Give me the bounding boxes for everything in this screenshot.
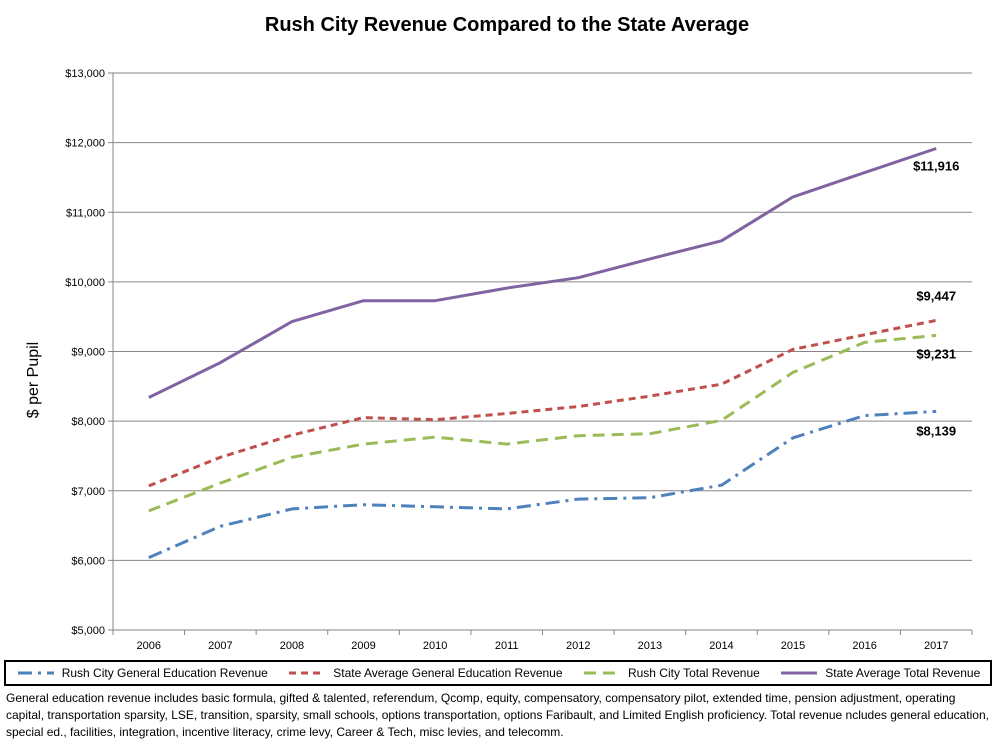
legend-swatch [17,671,54,675]
data-labels: $11,916 $9,447 $9,231 $8,139 [913,158,959,438]
series-lines [148,147,937,559]
y-tick-label: $7,000 [71,486,105,498]
series-line-2 [148,318,937,488]
series-line-3 [148,333,937,513]
legend-item-1: Rush City General Education Revenue [16,666,268,680]
x-tick-label: 2012 [566,640,590,652]
y-tick-label: $10,000 [65,277,105,289]
chart-area: Rush City Revenue Compared to the State … [25,14,973,652]
y-tick-label: $8,000 [71,416,105,428]
legend-item-3: Rush City Total Revenue [582,666,760,680]
y-tick-label: $6,000 [71,555,105,567]
x-tick-label: 2015 [781,640,805,652]
series-line-4 [148,147,937,399]
y-axis-label: $ per Pupil [25,342,42,419]
legend-label: State Average Total Revenue [825,666,981,680]
y-tick-label: $12,000 [65,138,105,150]
y-tick-label: $13,000 [65,68,105,80]
line-chart: Rush City Revenue Compared to the State … [25,14,973,652]
data-label: $9,447 [916,288,956,303]
y-tick-label: $9,000 [71,347,105,359]
axes: $5,000 $6,000 $7,000 $8,000 $9,000 $10,000 $11… [65,68,973,652]
legend-item-2: State Average General Education Revenue [287,666,563,680]
legend-item-4: State Average Total Revenue [779,666,980,680]
series-line-1 [148,409,937,559]
x-tick-label: 2016 [852,640,876,652]
legend-label: Rush City Total Revenue [627,666,760,680]
legend-swatch [289,671,326,675]
legend-swatch [583,671,620,675]
legend-label: State Average General Education Revenue [333,666,563,680]
chart-title: Rush City Revenue Compared to the State … [265,14,749,36]
x-tick-label: 2009 [351,640,375,652]
x-tick-label: 2014 [709,640,733,652]
x-tick-label: 2007 [208,640,232,652]
x-tick-label: 2006 [137,640,161,652]
legend-swatch [781,671,818,675]
legend: Rush City General Education Revenue State… [4,660,992,686]
data-label: $11,916 [913,158,959,173]
data-label: $9,231 [916,346,956,361]
x-tick-label: 2017 [924,640,948,652]
x-tick-label: 2010 [423,640,447,652]
x-tick-label: 2011 [495,640,519,652]
x-tick-label: 2008 [280,640,304,652]
footnote: General education revenue includes basic… [6,691,989,739]
y-tick-label: $11,000 [66,207,105,219]
data-label: $8,139 [916,423,956,438]
x-tick-label: 2013 [638,640,662,652]
y-tick-label: $5,000 [71,625,105,637]
legend-label: Rush City General Education Revenue [61,666,268,680]
